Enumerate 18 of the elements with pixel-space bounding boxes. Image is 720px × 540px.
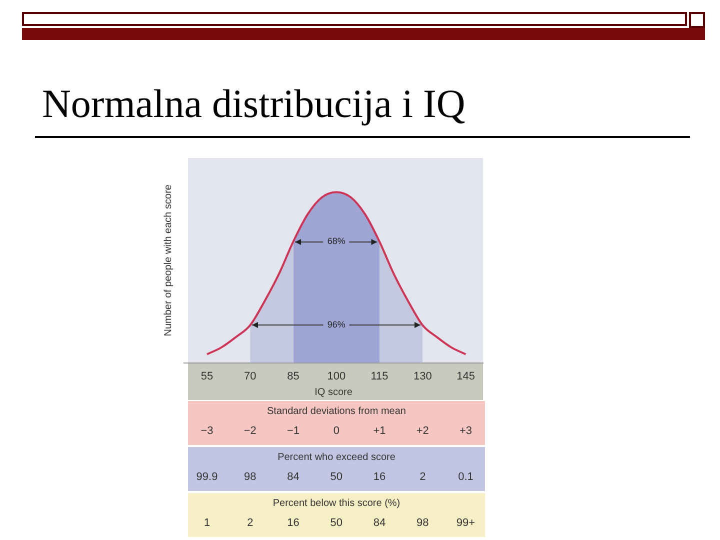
x-tick-label: 130 xyxy=(413,370,432,382)
annotation: 68% xyxy=(327,236,346,246)
x-axis-title: IQ score xyxy=(314,386,353,398)
chart-title: Normalna distribucija i IQ xyxy=(42,80,466,127)
x-tick-label: 115 xyxy=(370,370,388,382)
text: Standard deviations from mean xyxy=(266,406,407,417)
annotation: 96% xyxy=(327,320,346,330)
text: −3 −2 −1 0 +1 +2 +3 xyxy=(200,425,472,437)
y-axis-title: Number of people with each score xyxy=(162,184,174,336)
text: Percent below this score (%) xyxy=(272,498,402,509)
text: 1 2 16 50 84 98 99+ xyxy=(204,517,476,529)
x-tick-label: 100 xyxy=(327,370,346,382)
x-tick-label: 85 xyxy=(287,370,300,382)
text: Percent who exceed score xyxy=(276,452,396,463)
x-tick-label: 145 xyxy=(456,370,475,382)
x-tick-label: 55 xyxy=(200,370,214,382)
text: 99.9 98 84 50 16 2 0.1 xyxy=(196,471,474,483)
x-tick-label: 70 xyxy=(244,370,256,382)
